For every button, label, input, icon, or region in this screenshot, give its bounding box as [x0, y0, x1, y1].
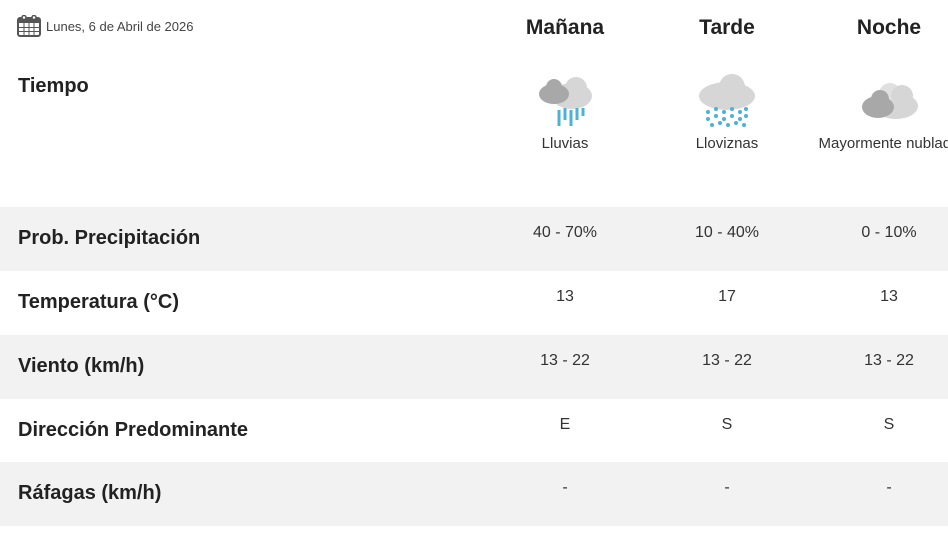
- rain-cloud-icon: [539, 77, 592, 126]
- value-manana: -: [562, 479, 568, 496]
- mostly-cloudy-icon: [862, 83, 918, 119]
- row-gusts: Ráfagas (km/h) - - -: [0, 462, 948, 526]
- drizzle-cloud-icon: [699, 74, 755, 127]
- row-wind: Viento (km/h) 13 - 22 13 - 22 13 - 22: [0, 335, 948, 399]
- column-header-noche: Noche: [856, 16, 922, 39]
- value-tarde: -: [724, 479, 730, 496]
- weather-noche: Mayormente nublado: [809, 72, 948, 156]
- value-noche: 13 - 22: [864, 352, 914, 369]
- row-label: Dirección Predominante: [18, 419, 249, 441]
- weather-desc: Mayormente nublado: [818, 135, 948, 152]
- value-noche: 0 - 10%: [861, 224, 917, 241]
- weather-desc: Lloviznas: [695, 135, 759, 152]
- date-header: Lunes, 6 de Abril de 2026: [17, 15, 193, 37]
- row-label: Temperatura (°C): [18, 291, 179, 313]
- row-label: Viento (km/h): [18, 355, 145, 377]
- calendar-icon: [17, 15, 41, 37]
- column-header-tarde: Tarde: [699, 16, 755, 39]
- date-text: Lunes, 6 de Abril de 2026: [46, 18, 194, 34]
- value-noche: -: [886, 479, 892, 496]
- column-header-manana: Mañana: [525, 16, 605, 39]
- value-manana: 13: [556, 288, 574, 305]
- value-tarde: 13 - 22: [702, 352, 752, 369]
- weather-manana: Lluvias: [485, 72, 645, 156]
- weather-desc: Lluvias: [541, 135, 589, 152]
- value-noche: 13: [880, 288, 898, 305]
- weather-label: Tiempo: [18, 75, 89, 97]
- value-tarde: 17: [718, 288, 736, 305]
- row-label: Prob. Precipitación: [18, 227, 201, 249]
- value-tarde: S: [721, 416, 733, 433]
- value-manana: 40 - 70%: [532, 224, 598, 241]
- value-manana: E: [559, 416, 571, 433]
- row-precipitation: Prob. Precipitación 40 - 70% 10 - 40% 0 …: [0, 207, 948, 271]
- value-tarde: 10 - 40%: [694, 224, 760, 241]
- value-noche: S: [883, 416, 895, 433]
- row-direction: Dirección Predominante E S S: [0, 399, 948, 463]
- row-temperature: Temperatura (°C) 13 17 13: [0, 271, 948, 335]
- value-manana: 13 - 22: [540, 352, 590, 369]
- weather-tarde: Lloviznas: [647, 72, 807, 156]
- row-label: Ráfagas (km/h): [18, 482, 162, 504]
